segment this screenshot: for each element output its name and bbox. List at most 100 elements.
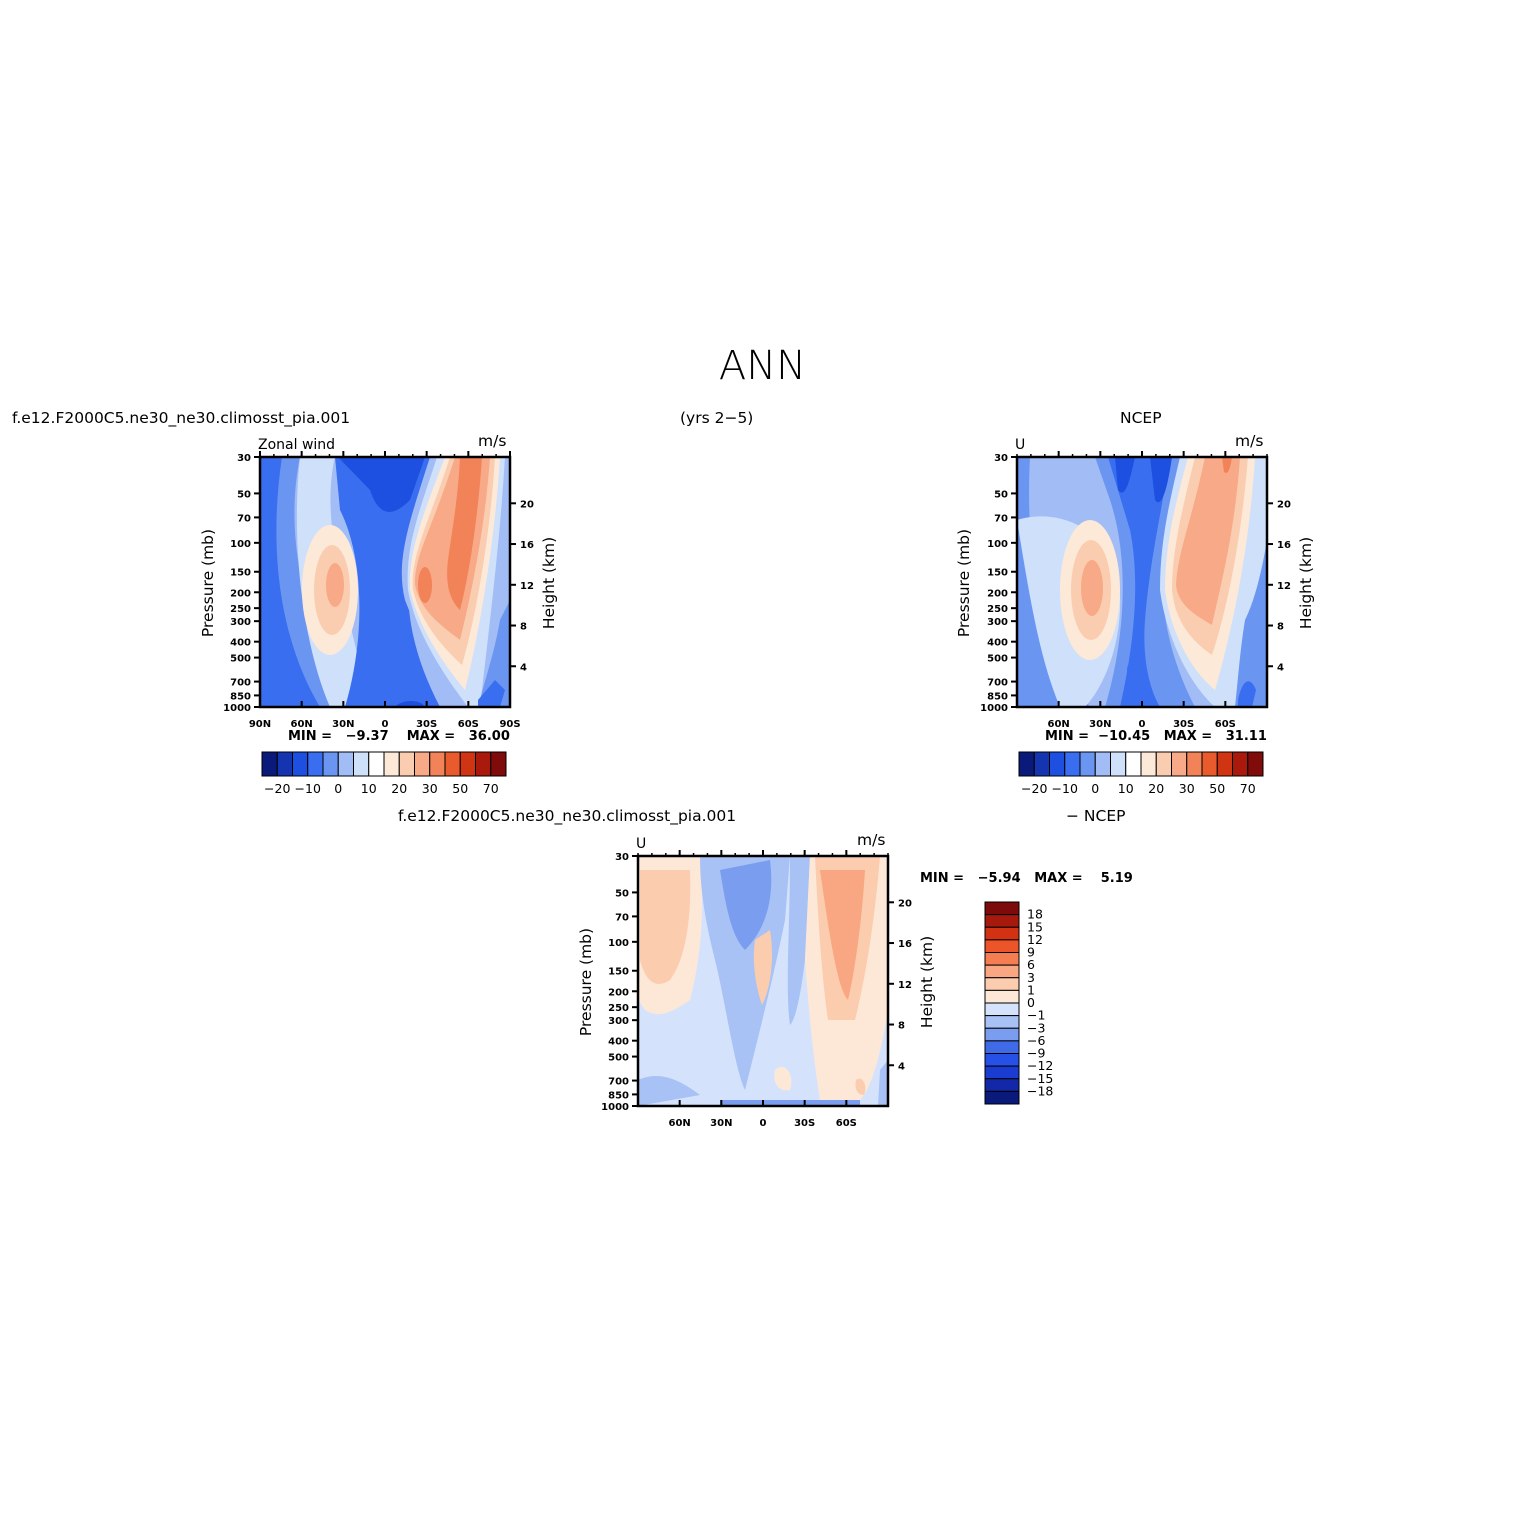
- diff-colorbar-label: 12: [1027, 932, 1043, 947]
- diff-colorbar-label: −18: [1027, 1083, 1053, 1098]
- plot-frames: 3050701001502002503004005007008501000481…: [223, 451, 1291, 1129]
- model-colorbar-label: −10: [295, 781, 321, 796]
- obs-colorbar-label: 70: [1240, 781, 1256, 796]
- diff-colorbar-swatch: [984, 1065, 1020, 1080]
- y-right-tick-label: 12: [520, 581, 534, 592]
- diff-colorbar-label: −1: [1027, 1008, 1045, 1023]
- obs-colorbar-swatch: [1201, 751, 1218, 777]
- x-tick-label: 30S: [416, 719, 437, 730]
- diff-contour-field: [638, 856, 888, 1106]
- x-tick-label: 30N: [710, 1118, 732, 1129]
- obs-colorbar-label: 30: [1179, 781, 1195, 796]
- model-colorbar-swatch: [444, 751, 461, 777]
- diff-max-label: MAX =: [1034, 871, 1083, 886]
- diff-colorbar-label: 3: [1027, 970, 1035, 985]
- diff-subtitle: U: [636, 836, 647, 852]
- y-tick-label: 500: [230, 654, 251, 665]
- obs-colorbar-swatch: [1140, 751, 1157, 777]
- y-tick-label: 500: [608, 1053, 629, 1064]
- obs-subtitle: U: [1015, 437, 1026, 453]
- diff-colorbar-swatch: [984, 926, 1020, 941]
- model-colorbar-swatch: [398, 751, 415, 777]
- model-colorbar-label: 0: [334, 781, 342, 796]
- x-tick-label: 60N: [291, 719, 313, 730]
- obs-colorbar-swatch: [1018, 751, 1035, 777]
- diff-colorbar-swatch: [984, 901, 1020, 916]
- obs-colorbar-label: −10: [1052, 781, 1078, 796]
- model-min-label: MIN =: [288, 729, 333, 744]
- y-tick-label: 400: [987, 638, 1008, 649]
- model-min-value: −9.37: [345, 729, 389, 744]
- y-tick-label: 250: [608, 1003, 629, 1014]
- x-tick-label: 30N: [1089, 719, 1111, 730]
- y-tick-label: 850: [987, 691, 1008, 702]
- diff-units: m/s: [857, 831, 886, 849]
- obs-colorbar-label: 10: [1118, 781, 1134, 796]
- diff-colorbar-swatch: [984, 1078, 1020, 1092]
- diff-colorbar-label: −3: [1027, 1020, 1045, 1035]
- obs-colorbar-label: 50: [1209, 781, 1225, 796]
- y-tick-label: 50: [237, 489, 251, 500]
- x-tick-label: 30N: [332, 719, 354, 730]
- obs-min-value: −10.45: [1098, 729, 1151, 744]
- diff-colorbar-swatch: [984, 914, 1020, 928]
- diff-colorbar-label: 9: [1027, 945, 1035, 960]
- obs-colorbar-swatch: [1232, 751, 1249, 777]
- diff-max-value: 5.19: [1100, 871, 1133, 886]
- model-colorbar-swatch: [353, 751, 370, 777]
- y-tick-label: 100: [987, 539, 1008, 550]
- obs-colorbar-label: 0: [1091, 781, 1099, 796]
- y-right-tick-label: 12: [898, 980, 912, 991]
- model-max-value: 36.00: [468, 729, 510, 744]
- y-right-tick-label: 12: [1277, 581, 1291, 592]
- obs-colorbar-swatch: [1216, 751, 1233, 777]
- y-tick-label: 700: [608, 1077, 629, 1088]
- diff-colorbar-label: 1: [1027, 982, 1035, 997]
- y-tick-label: 850: [608, 1090, 629, 1101]
- figure-title: ANN: [718, 343, 807, 389]
- y-tick-label: 250: [230, 604, 251, 615]
- y-right-tick-label: 20: [520, 499, 534, 510]
- model-colorbar-swatch: [337, 751, 354, 777]
- y-tick-label: 30: [237, 453, 251, 464]
- obs-contour-field: [1017, 457, 1267, 707]
- model-colorbar-swatch: [292, 751, 309, 777]
- obs-units: m/s: [1235, 432, 1264, 450]
- y-tick-label: 150: [608, 967, 629, 978]
- y-tick-label: 100: [608, 938, 629, 949]
- diff-colorbar-swatch: [984, 977, 1020, 991]
- diff-panel-title-right: − NCEP: [1066, 807, 1126, 825]
- y-right-tick-label: 8: [1277, 622, 1284, 633]
- obs-max-value: 31.11: [1225, 729, 1267, 744]
- diff-colorbar-swatch: [984, 964, 1020, 979]
- model-colorbar-swatch: [383, 751, 400, 777]
- model-max-label: MAX =: [406, 729, 456, 744]
- model-colorbar-label: 70: [483, 781, 499, 796]
- y-right-tick-label: 8: [520, 622, 527, 633]
- diff-colorbar-label: −15: [1027, 1071, 1053, 1086]
- diff-colorbar-label: 15: [1027, 919, 1043, 934]
- obs-max-label: MAX =: [1163, 729, 1213, 744]
- model-colorbar-label: −20: [264, 781, 290, 796]
- obs-colorbar-swatch: [1079, 751, 1096, 777]
- y-tick-label: 1000: [223, 703, 251, 714]
- diff-colorbar-label: 0: [1027, 995, 1035, 1010]
- x-tick-label: 90S: [499, 719, 520, 730]
- model-colorbar-swatch: [368, 751, 385, 777]
- y-tick-label: 200: [608, 987, 629, 998]
- obs-colorbar-swatch: [1033, 751, 1050, 777]
- diff-colorbar-label: 18: [1027, 907, 1043, 922]
- model-colorbar-label: 30: [422, 781, 438, 796]
- obs-colorbar-swatch: [1186, 751, 1203, 777]
- obs-colorbar-label: −20: [1021, 781, 1047, 796]
- y-right-tick-label: 8: [898, 1021, 905, 1032]
- diff-colorbar-label: 6: [1027, 957, 1035, 972]
- model-colorbar-swatch: [475, 751, 492, 777]
- diff-colorbar-swatch: [984, 989, 1020, 1004]
- y-tick-label: 70: [237, 513, 251, 524]
- model-colorbar-swatch: [322, 751, 339, 777]
- model-colorbar-swatch: [276, 751, 293, 777]
- y-tick-label: 30: [615, 852, 629, 863]
- y-tick-label: 700: [987, 678, 1008, 689]
- obs-panel-title: NCEP: [1120, 409, 1162, 427]
